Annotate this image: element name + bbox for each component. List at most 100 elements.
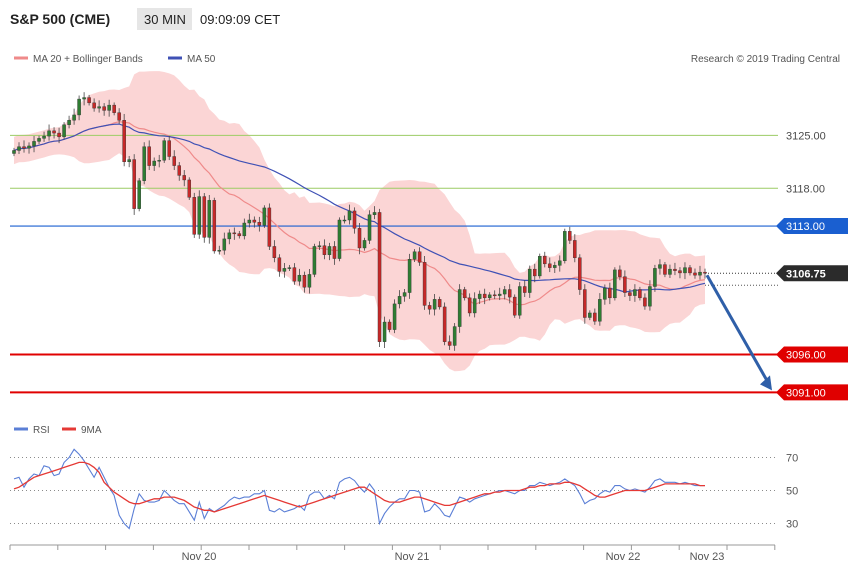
candle-body bbox=[302, 274, 307, 288]
candle-body bbox=[437, 299, 442, 308]
header-time: 09:09:09 CET bbox=[200, 12, 280, 27]
candle-body bbox=[497, 293, 502, 296]
candle bbox=[628, 289, 632, 301]
candle-body bbox=[698, 271, 702, 276]
candle bbox=[357, 222, 362, 255]
candle bbox=[372, 206, 377, 220]
candle bbox=[192, 192, 197, 238]
candle-body bbox=[543, 256, 547, 265]
candle bbox=[27, 142, 31, 154]
candle-body bbox=[457, 289, 462, 327]
candle bbox=[663, 261, 667, 278]
candle-body bbox=[282, 268, 287, 272]
candle bbox=[82, 92, 86, 106]
candle-body bbox=[548, 263, 552, 268]
candle bbox=[307, 269, 312, 294]
candle-body bbox=[427, 305, 432, 310]
level-label-green: 3118.00 bbox=[786, 183, 825, 195]
candle bbox=[132, 154, 136, 215]
candle bbox=[507, 284, 512, 304]
candle-body bbox=[227, 232, 232, 240]
candle bbox=[608, 282, 612, 305]
bollinger-band-area bbox=[14, 71, 705, 372]
candle bbox=[543, 251, 547, 268]
candle bbox=[332, 241, 337, 265]
candle-body bbox=[462, 289, 467, 299]
candle-body bbox=[152, 160, 156, 166]
candle bbox=[127, 155, 131, 168]
candle bbox=[32, 136, 36, 153]
candle-body bbox=[467, 297, 472, 314]
candle bbox=[122, 113, 126, 167]
level-tag-support bbox=[776, 346, 848, 363]
candle bbox=[212, 197, 217, 254]
candle-body bbox=[533, 268, 537, 277]
candle-body bbox=[72, 114, 76, 121]
rsi-tick-label: 50 bbox=[786, 486, 798, 498]
candle-body bbox=[287, 267, 292, 269]
candle-body bbox=[42, 135, 46, 139]
candle bbox=[698, 265, 702, 280]
candle bbox=[688, 264, 692, 276]
candle bbox=[222, 232, 227, 255]
candle bbox=[162, 137, 166, 163]
candle bbox=[623, 270, 627, 298]
candle-body bbox=[397, 296, 402, 305]
candle-body bbox=[703, 271, 707, 274]
candle bbox=[67, 115, 71, 129]
candle-body bbox=[262, 207, 267, 226]
candle-body bbox=[558, 260, 562, 266]
candle-body bbox=[342, 219, 347, 222]
candle-body bbox=[648, 286, 652, 307]
candle bbox=[558, 255, 562, 272]
candle bbox=[457, 284, 462, 333]
candle-body bbox=[107, 104, 111, 111]
x-tick-label: Nov 23 bbox=[690, 551, 725, 563]
rsi-panel: 30 50 70 bbox=[10, 448, 798, 531]
candle-body bbox=[277, 257, 282, 272]
timeframe-label: 30 MIN bbox=[144, 12, 186, 27]
x-tick-label: Nov 22 bbox=[606, 551, 641, 563]
candle bbox=[57, 127, 61, 144]
last-price-label: 3106.75 bbox=[786, 268, 826, 280]
candle bbox=[77, 95, 81, 121]
candle-body bbox=[688, 267, 692, 274]
rsi-ma-legend-label: 9MA bbox=[81, 425, 102, 436]
candle bbox=[427, 301, 432, 315]
candle bbox=[442, 302, 447, 346]
candle bbox=[317, 241, 322, 251]
candle-body bbox=[327, 246, 332, 255]
candle-body bbox=[202, 196, 207, 238]
candle-body bbox=[668, 268, 672, 275]
candle bbox=[492, 290, 497, 300]
candle bbox=[277, 254, 282, 277]
candle bbox=[282, 263, 287, 278]
candle bbox=[62, 122, 66, 140]
candle-body bbox=[357, 228, 362, 249]
candle bbox=[412, 249, 417, 262]
candle bbox=[693, 268, 697, 279]
candle bbox=[573, 234, 577, 263]
rsi-tick-label: 30 bbox=[786, 519, 798, 531]
candle-body bbox=[492, 294, 497, 297]
candle bbox=[643, 293, 647, 310]
candle-body bbox=[683, 267, 687, 274]
candle bbox=[678, 267, 682, 279]
candle-body bbox=[472, 298, 477, 314]
candle-body bbox=[82, 97, 86, 100]
candle bbox=[683, 262, 687, 280]
candle bbox=[117, 108, 121, 124]
level-labels: 3125.00 3118.00 3113.00 3106.75 3096.00 3091.… bbox=[776, 130, 848, 401]
candle bbox=[87, 94, 91, 106]
timeframe-badge[interactable] bbox=[137, 8, 192, 30]
forecast-arrow bbox=[705, 274, 772, 391]
candle bbox=[638, 286, 642, 301]
forecast-arrow-head bbox=[760, 375, 772, 391]
candle-body bbox=[252, 219, 257, 223]
candle bbox=[232, 227, 237, 240]
candle bbox=[262, 205, 267, 228]
candle-body bbox=[432, 299, 437, 310]
candle bbox=[548, 257, 552, 273]
candle bbox=[207, 194, 212, 244]
